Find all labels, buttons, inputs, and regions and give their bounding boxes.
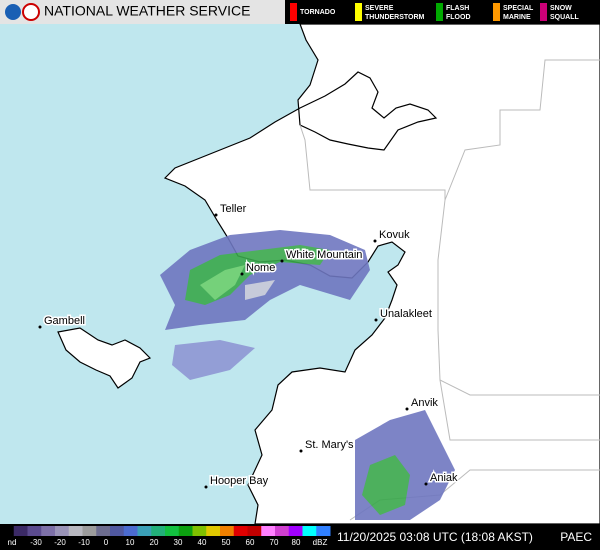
place-dot: [240, 272, 244, 276]
scale-label: 0: [104, 538, 109, 547]
precipitation: [160, 230, 455, 520]
scale-label: nd: [8, 538, 17, 547]
scale-swatch: [302, 526, 317, 536]
header-title: NATIONAL WEATHER SERVICE: [44, 3, 250, 19]
warning-label: SQUALL: [550, 14, 580, 21]
scale-swatch: [178, 526, 193, 536]
scale-swatch: [316, 526, 331, 536]
place-dot: [374, 318, 378, 322]
place-dot: [405, 407, 409, 411]
place-label: Aniak: [430, 472, 458, 484]
place-label: Gambell: [44, 315, 85, 327]
place-dot: [424, 482, 428, 486]
scale-swatch: [192, 526, 207, 536]
place-dot: [299, 449, 303, 453]
scale-swatch: [13, 526, 28, 536]
scale-label: -10: [78, 538, 90, 547]
scale-swatch: [233, 526, 248, 536]
scale-swatch: [137, 526, 152, 536]
scale-swatch: [27, 526, 42, 536]
place-label: Hooper Bay: [210, 475, 269, 487]
scale-swatch: [275, 526, 290, 536]
scale-swatch: [165, 526, 180, 536]
scale-label: 70: [270, 538, 279, 547]
warning-label: SPECIAL: [503, 5, 534, 12]
warning-swatch: [290, 3, 297, 21]
scale-swatch: [68, 526, 83, 536]
place-labels: Teller Kovuk White Mountain Nome Gambell Unal…: [38, 201, 460, 489]
noaa-logo: [5, 4, 21, 20]
warning-label: FLASH: [446, 5, 469, 12]
place-label: Nome: [246, 262, 275, 274]
scale-label: 80: [292, 538, 301, 547]
warning-swatch: [436, 3, 443, 21]
scale-label: 30: [174, 538, 183, 547]
scale-swatch: [247, 526, 262, 536]
scale-label: 10: [126, 538, 135, 547]
mainland: [163, 23, 600, 525]
scale-swatch: [261, 526, 276, 536]
warning-label: SNOW: [550, 5, 572, 12]
scale-swatch: [206, 526, 221, 536]
place-label: White Mountain: [286, 249, 362, 261]
place-label: Anvik: [411, 397, 438, 409]
warning-swatch: [493, 3, 500, 21]
warning-label: THUNDERSTORM: [365, 14, 425, 21]
warning-label: TORNADO: [300, 9, 336, 16]
scale-swatch: [288, 526, 303, 536]
scale-swatch: [82, 526, 97, 536]
warning-swatch: [355, 3, 362, 21]
scale-label: 60: [246, 538, 255, 547]
scale-label: -20: [54, 538, 66, 547]
place-dot: [373, 239, 377, 243]
scale-swatch: [41, 526, 56, 536]
scale-swatch: [110, 526, 125, 536]
warning-label: FLOOD: [446, 14, 471, 21]
warnings-legend: TORNADO SEVERE THUNDERSTORM FLASH FLOOD SPECI…: [290, 3, 580, 21]
scale-swatch: [220, 526, 235, 536]
place-label: Teller: [220, 203, 247, 215]
scale-swatch: [123, 526, 138, 536]
color-scale: nd -30 -20 -10 0 10 20 30 40 50 60 70 80 dBZ: [0, 526, 331, 547]
place-dot: [280, 259, 284, 263]
scale-label: dBZ: [313, 538, 328, 547]
warning-label: SEVERE: [365, 5, 394, 12]
warning-swatch: [540, 3, 547, 21]
place-label: Kovuk: [379, 229, 410, 241]
scale-swatch: [96, 526, 111, 536]
scale-swatch: [55, 526, 70, 536]
scale-label: -30: [30, 538, 42, 547]
scale-swatch: [151, 526, 166, 536]
place-dot: [204, 485, 208, 489]
place-label: Unalakleet: [380, 308, 432, 320]
place-dot: [38, 325, 42, 329]
place-label: St. Mary's: [305, 439, 354, 451]
st-lawrence-island: [57, 327, 152, 389]
scale-label: 40: [198, 538, 207, 547]
warning-label: MARINE: [503, 14, 531, 21]
scale-swatch: [0, 526, 15, 536]
scale-label: 20: [150, 538, 159, 547]
scale-label: 50: [222, 538, 231, 547]
station: PAEC: [560, 530, 592, 544]
timestamp: 11/20/2025 03:08 UTC (18:08 AKST): [337, 530, 533, 544]
place-dot: [214, 213, 218, 217]
nws-logo: [22, 3, 40, 21]
